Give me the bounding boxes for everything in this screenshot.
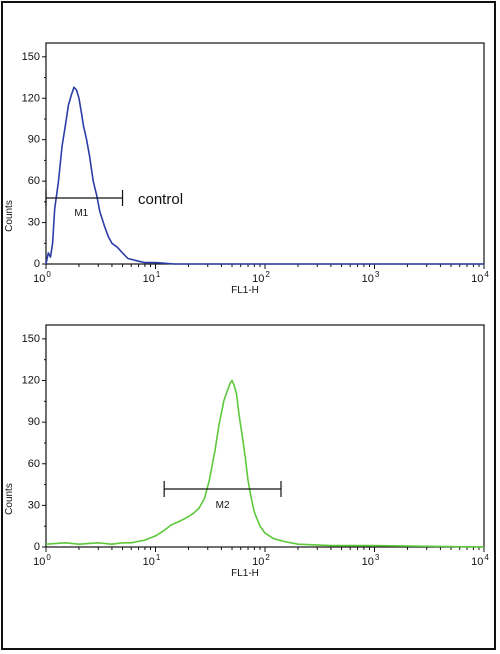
- x-tick-label: 100: [33, 553, 51, 568]
- x-axis-title: FL1-H: [231, 285, 259, 296]
- y-tick-label: 90: [28, 134, 40, 146]
- y-tick-label: 60: [28, 458, 40, 470]
- x-tick-label: 101: [143, 270, 161, 285]
- gate-marker-label: M1: [74, 208, 88, 219]
- histogram-panel-2: 0 30 60 90 120 150 100 101 102 103 104 FL1-H Counts M…: [4, 324, 489, 579]
- y-tick-label: 30: [28, 217, 40, 229]
- y-tick-label: 90: [28, 416, 40, 428]
- x-tick-label: 104: [471, 270, 489, 285]
- y-tick-label: 30: [28, 499, 40, 511]
- histogram-series-1: [45, 379, 485, 548]
- y-tick-label: 150: [22, 51, 40, 63]
- x-axis-title: FL1-H: [231, 568, 259, 579]
- histogram-series-1: [45, 86, 484, 265]
- plot-area: [45, 42, 485, 265]
- x-tick-label: 103: [362, 553, 380, 568]
- plot-area: [45, 324, 485, 548]
- y-tick-label: 120: [22, 92, 40, 104]
- x-tick-label: 102: [252, 270, 270, 285]
- x-tick-label: 100: [33, 270, 51, 285]
- x-tick-label: 102: [252, 553, 270, 568]
- y-axis-title: Counts: [4, 483, 15, 515]
- control-annotation: control: [138, 191, 183, 208]
- y-tick-label: 60: [28, 175, 40, 187]
- x-tick-label: 103: [362, 270, 380, 285]
- gate-marker-label: M2: [216, 500, 230, 511]
- histogram-panel-1: 0 30 60 90 120 150 100 101 102 103 104 FL1-H Counts M…: [4, 42, 489, 296]
- y-tick-label: 0: [34, 258, 40, 270]
- y-tick-label: 120: [22, 375, 40, 387]
- y-tick-label: 0: [34, 541, 40, 553]
- x-tick-label: 101: [143, 553, 161, 568]
- y-axis-title: Counts: [4, 200, 15, 232]
- x-tick-label: 104: [471, 553, 489, 568]
- y-tick-label: 150: [22, 333, 40, 345]
